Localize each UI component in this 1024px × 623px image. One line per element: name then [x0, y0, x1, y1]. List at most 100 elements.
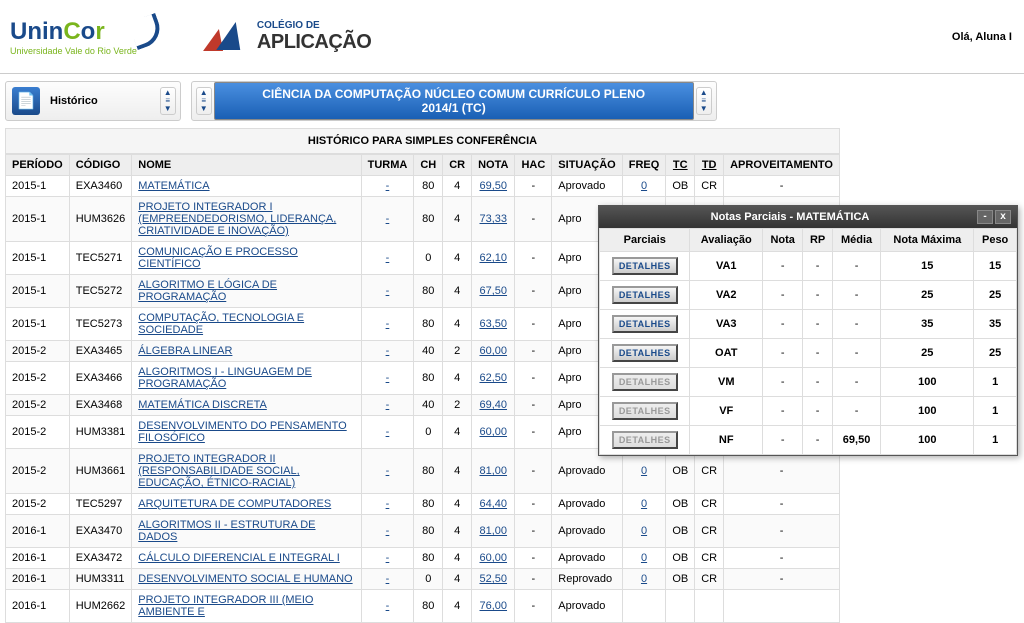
nota-link[interactable]: 81,00: [480, 465, 508, 477]
nota-link[interactable]: 62,10: [480, 252, 508, 264]
course-link[interactable]: COMUNICAÇÃO E PROCESSO CIENTÍFICO: [138, 246, 298, 270]
cell-periodo: 2016-1: [6, 515, 70, 548]
cell-nota: -: [762, 310, 802, 339]
nota-link[interactable]: 73,33: [480, 213, 508, 225]
nota-link[interactable]: 63,50: [480, 318, 508, 330]
nota-link[interactable]: 69,50: [480, 180, 508, 192]
nav-course-arrows-left[interactable]: ▲ ≡ ▼: [196, 87, 212, 115]
course-link[interactable]: DESENVOLVIMENTO SOCIAL E HUMANO: [138, 573, 352, 585]
nota-link[interactable]: 67,50: [480, 285, 508, 297]
chevron-down-icon[interactable]: ▼: [700, 105, 708, 113]
course-line2: 2014/1 (TC): [223, 101, 685, 115]
course-link[interactable]: ALGORITMO E LÓGICA DE PROGRAMAÇÃO: [138, 279, 277, 303]
cell-td: [695, 590, 724, 623]
th-td: TD: [695, 155, 724, 176]
turma-link[interactable]: -: [386, 252, 390, 264]
cell-avaliacao: VA1: [690, 252, 763, 281]
detalhes-button[interactable]: DETALHES: [612, 344, 678, 362]
cell-turma: -: [361, 569, 414, 590]
cell-nome: MATEMÁTICA DISCRETA: [132, 395, 361, 416]
course-link[interactable]: PROJETO INTEGRADOR III (MEIO AMBIENTE E: [138, 594, 313, 618]
table-row: 2015-2TEC5297ARQUITETURA DE COMPUTADORES…: [6, 494, 840, 515]
detalhes-button[interactable]: DETALHES: [612, 315, 678, 333]
course-link[interactable]: MATEMÁTICA DISCRETA: [138, 399, 267, 411]
freq-link[interactable]: 0: [641, 525, 647, 537]
nav-history-label: Histórico: [44, 95, 158, 107]
course-link[interactable]: ALGORITMOS II - ESTRUTURA DE DADOS: [138, 519, 315, 543]
freq-link[interactable]: 0: [641, 552, 647, 564]
nota-link[interactable]: 60,00: [480, 345, 508, 357]
cell-cr: 4: [443, 494, 472, 515]
course-link[interactable]: ALGORITMOS I - LINGUAGEM DE PROGRAMAÇÃO: [138, 366, 312, 390]
popup-minimize-button[interactable]: -: [977, 210, 993, 224]
chevron-down-icon[interactable]: ▼: [164, 105, 172, 113]
turma-link[interactable]: -: [386, 318, 390, 330]
turma-link[interactable]: -: [386, 600, 390, 612]
turma-link[interactable]: -: [386, 465, 390, 477]
popup-titlebar[interactable]: Notas Parciais - MATEMÁTICA - x: [599, 206, 1017, 228]
cell-aprov: -: [724, 494, 840, 515]
cell-hac: -: [515, 197, 552, 242]
course-link[interactable]: DESENVOLVIMENTO DO PENSAMENTO FILOSÓFICO: [138, 420, 346, 444]
nota-link[interactable]: 69,40: [480, 399, 508, 411]
nav-history-arrows[interactable]: ▲ ≡ ▼: [160, 87, 176, 115]
cell-parciais: DETALHES: [600, 310, 690, 339]
nota-link[interactable]: 60,00: [480, 426, 508, 438]
cell-parciais: DETALHES: [600, 397, 690, 426]
nota-link[interactable]: 60,00: [480, 552, 508, 564]
nota-link[interactable]: 76,00: [480, 600, 508, 612]
course-link[interactable]: PROJETO INTEGRADOR I (EMPREENDEDORISMO, …: [138, 201, 336, 237]
nav-course-block[interactable]: ▲ ≡ ▼ CIÊNCIA DA COMPUTAÇÃO NÚCLEO COMUM…: [191, 81, 717, 121]
cell-nome: PROJETO INTEGRADOR I (EMPREENDEDORISMO, …: [132, 197, 361, 242]
turma-link[interactable]: -: [386, 180, 390, 192]
swoosh-icon: [132, 22, 162, 52]
turma-link[interactable]: -: [386, 426, 390, 438]
course-link[interactable]: PROJETO INTEGRADOR II (RESPONSABILIDADE …: [138, 453, 299, 489]
chevron-down-icon[interactable]: ▼: [200, 105, 208, 113]
nav-course-arrows-right[interactable]: ▲ ≡ ▼: [696, 87, 712, 115]
popup-header-row: Parciais Avaliação Nota RP Média Nota Má…: [600, 229, 1017, 252]
cell-nota: -: [762, 368, 802, 397]
freq-link[interactable]: 0: [641, 573, 647, 585]
nota-link[interactable]: 62,50: [480, 372, 508, 384]
turma-link[interactable]: -: [386, 573, 390, 585]
turma-link[interactable]: -: [386, 213, 390, 225]
nav-history-block[interactable]: 📄 Histórico ▲ ≡ ▼: [5, 81, 181, 121]
course-link[interactable]: COMPUTAÇÃO, TECNOLOGIA E SOCIEDADE: [138, 312, 304, 336]
freq-link[interactable]: 0: [641, 465, 647, 477]
cell-cr: 4: [443, 515, 472, 548]
cell-tc: [666, 590, 695, 623]
course-link[interactable]: ÁLGEBRA LINEAR: [138, 345, 232, 357]
nota-link[interactable]: 81,00: [480, 525, 508, 537]
turma-link[interactable]: -: [386, 552, 390, 564]
cell-nota: -: [762, 397, 802, 426]
cell-hac: -: [515, 548, 552, 569]
turma-link[interactable]: -: [386, 525, 390, 537]
freq-link[interactable]: 0: [641, 180, 647, 192]
turma-link[interactable]: -: [386, 498, 390, 510]
course-link[interactable]: ARQUITETURA DE COMPUTADORES: [138, 498, 331, 510]
turma-link[interactable]: -: [386, 345, 390, 357]
cell-ch: 40: [414, 395, 443, 416]
detalhes-button[interactable]: DETALHES: [612, 286, 678, 304]
course-selector[interactable]: CIÊNCIA DA COMPUTAÇÃO NÚCLEO COMUM CURRÍ…: [214, 82, 694, 121]
turma-link[interactable]: -: [386, 372, 390, 384]
cell-media: -: [832, 339, 881, 368]
detalhes-button[interactable]: DETALHES: [612, 257, 678, 275]
table-row: 2016-1HUM2662PROJETO INTEGRADOR III (MEI…: [6, 590, 840, 623]
cell-codigo: EXA3460: [69, 176, 132, 197]
turma-link[interactable]: -: [386, 399, 390, 411]
course-link[interactable]: CÁLCULO DIFERENCIAL E INTEGRAL I: [138, 552, 340, 564]
nota-link[interactable]: 52,50: [480, 573, 508, 585]
table-header-row: PERÍODO CÓDIGO NOME TURMA CH CR NOTA HAC…: [6, 155, 840, 176]
course-link[interactable]: MATEMÁTICA: [138, 180, 209, 192]
popup-close-button[interactable]: x: [995, 210, 1011, 224]
turma-link[interactable]: -: [386, 285, 390, 297]
pth-nota: Nota: [762, 229, 802, 252]
cell-cr: 4: [443, 449, 472, 494]
freq-link[interactable]: 0: [641, 498, 647, 510]
cell-codigo: EXA3468: [69, 395, 132, 416]
nota-link[interactable]: 64,40: [480, 498, 508, 510]
pth-max: Nota Máxima: [881, 229, 974, 252]
cell-periodo: 2015-2: [6, 416, 70, 449]
